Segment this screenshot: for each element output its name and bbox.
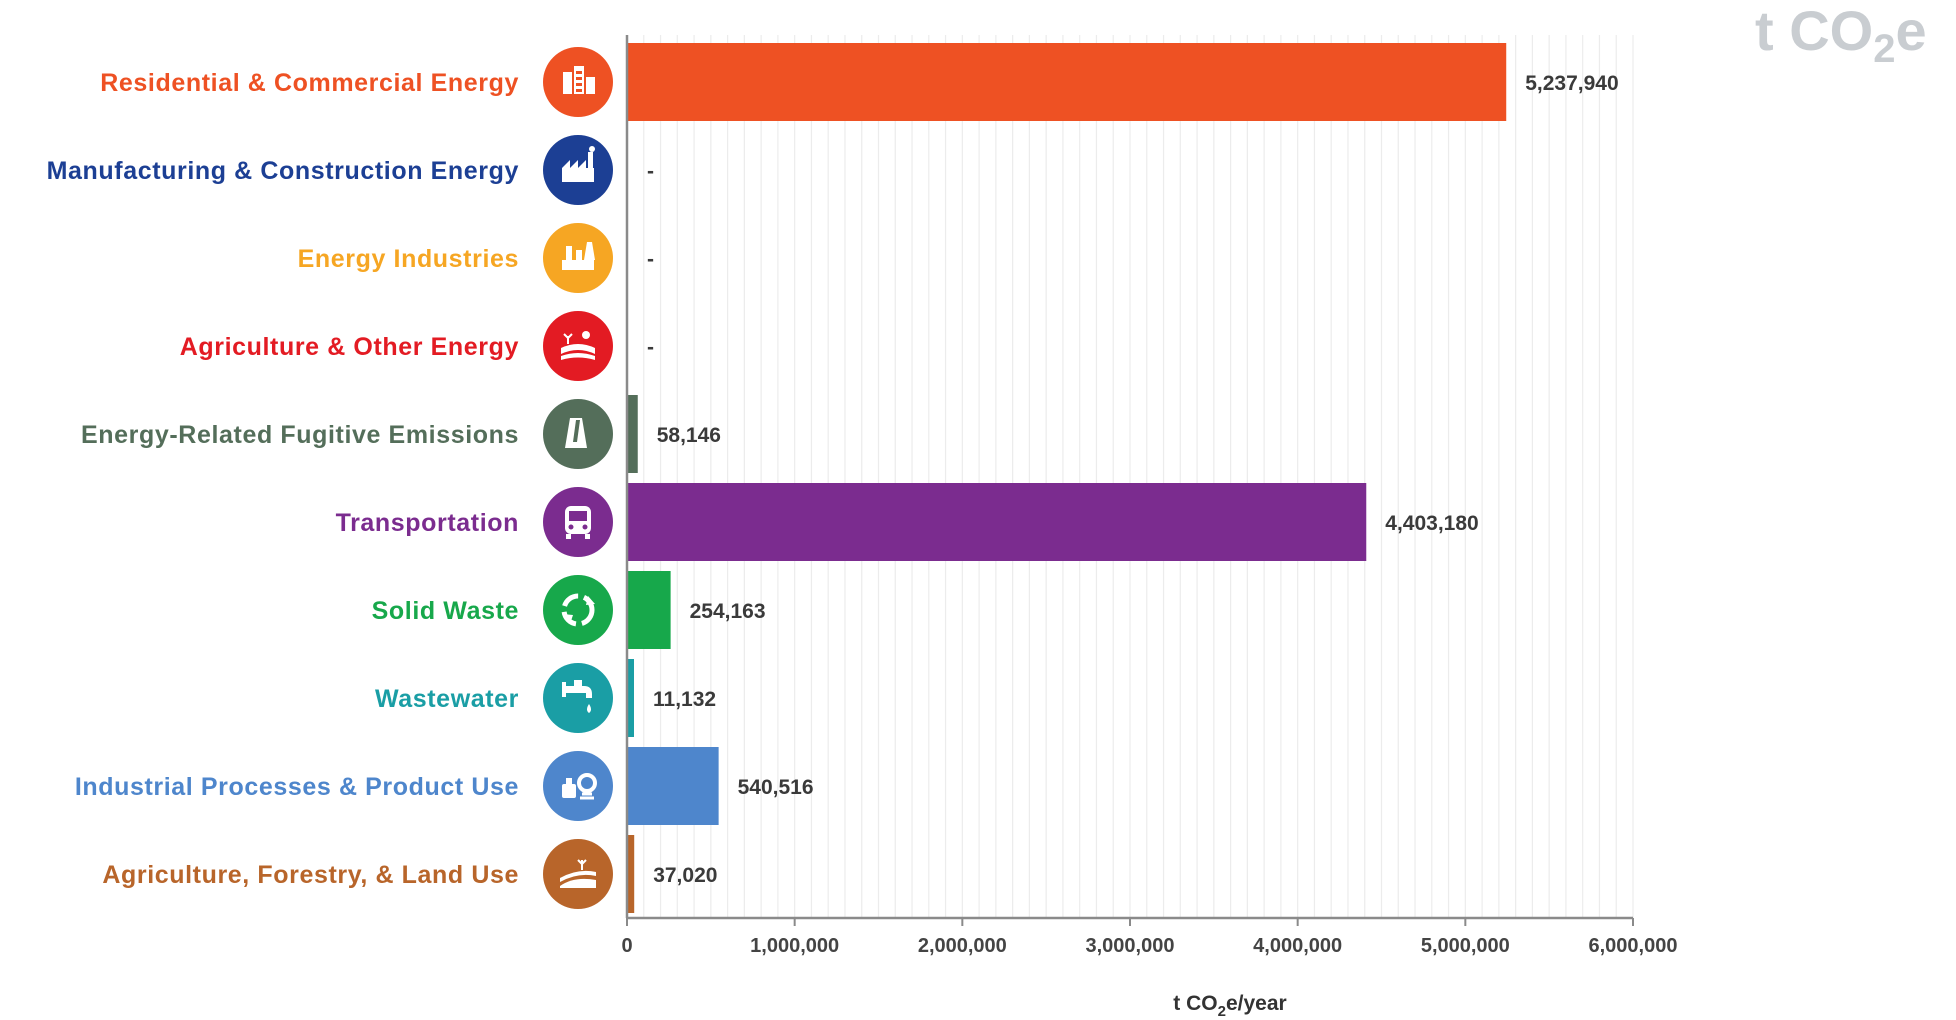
x-tick-label: 1,000,000 (750, 935, 839, 957)
category-label: Residential & Commercial Energy (100, 69, 519, 97)
category-label: Wastewater (375, 685, 519, 713)
x-tick-label: 4,000,000 (1253, 935, 1342, 957)
value-label: 5,237,940 (1525, 72, 1618, 95)
power-plant-icon (543, 223, 613, 293)
farm-field-icon (543, 311, 613, 381)
value-label: 11,132 (653, 688, 716, 711)
value-label: - (647, 336, 654, 359)
value-label: 58,146 (657, 424, 721, 447)
category-labels: Residential & Commercial Energy Manufactu… (47, 69, 519, 889)
landscape-icon (543, 839, 613, 909)
x-axis-title: t CO2e/year (1173, 992, 1286, 1020)
value-labels: 5,237,940 - - - 58,146 4,403,180 254,163 11,132… (647, 72, 1619, 887)
industrial-process-icon (543, 751, 613, 821)
bar-solid-waste (628, 571, 671, 649)
category-label: Manufacturing & Construction Energy (47, 157, 519, 185)
value-label: - (647, 160, 654, 183)
category-label: Industrial Processes & Product Use (75, 773, 519, 801)
bar-industrial-processes-product-use (628, 747, 719, 825)
x-tick-label: 3,000,000 (1086, 935, 1175, 957)
bar-agriculture-forestry-land-use (628, 835, 635, 913)
category-label: Energy-Related Fugitive Emissions (81, 421, 519, 449)
category-label: Transportation (336, 509, 519, 537)
bar-wastewater (628, 659, 634, 737)
bars (628, 43, 1507, 913)
category-label: Energy Industries (298, 245, 519, 273)
x-tick-label: 0 (621, 935, 632, 957)
x-tick-labels: 0 1,000,000 2,000,000 3,000,000 4,000,000 5,0… (621, 935, 1677, 957)
category-label: Solid Waste (372, 597, 519, 625)
recycle-icon (543, 575, 613, 645)
category-label: Agriculture & Other Energy (180, 333, 519, 361)
corner-unit-label: t CO2e (1755, 0, 1927, 71)
bus-icon (543, 487, 613, 557)
bar-energy-related-fugitive-emissions (628, 395, 638, 473)
bar-residential-commercial-energy (628, 43, 1507, 121)
buildings-icon (543, 47, 613, 117)
value-label: 254,163 (690, 600, 766, 623)
category-icons (543, 47, 613, 909)
value-label: - (647, 248, 654, 271)
axes (625, 35, 1634, 926)
factory-icon (543, 135, 613, 205)
water-tap-icon (543, 663, 613, 733)
gridlines (643, 35, 1634, 918)
bar-transportation (628, 483, 1367, 561)
category-label: Agriculture, Forestry, & Land Use (102, 861, 519, 889)
x-tick-label: 5,000,000 (1421, 935, 1510, 957)
value-label: 37,020 (653, 864, 717, 887)
value-label: 4,403,180 (1385, 512, 1478, 535)
value-label: 540,516 (738, 776, 814, 799)
x-tick-label: 2,000,000 (918, 935, 1007, 957)
x-tick-label: 6,000,000 (1589, 935, 1678, 957)
cooling-tower-icon (543, 399, 613, 469)
